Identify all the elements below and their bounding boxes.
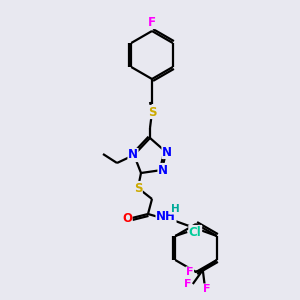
Text: Cl: Cl [189, 226, 202, 238]
Text: O: O [122, 212, 132, 224]
Text: F: F [148, 16, 156, 28]
Text: N: N [158, 164, 168, 176]
Text: H: H [171, 204, 179, 214]
Text: S: S [134, 182, 142, 194]
Text: NH: NH [156, 211, 176, 224]
Text: F: F [184, 279, 191, 289]
Text: N: N [128, 148, 138, 161]
Text: F: F [203, 284, 211, 294]
Text: F: F [186, 267, 194, 277]
Text: S: S [148, 106, 156, 118]
Text: N: N [162, 146, 172, 158]
